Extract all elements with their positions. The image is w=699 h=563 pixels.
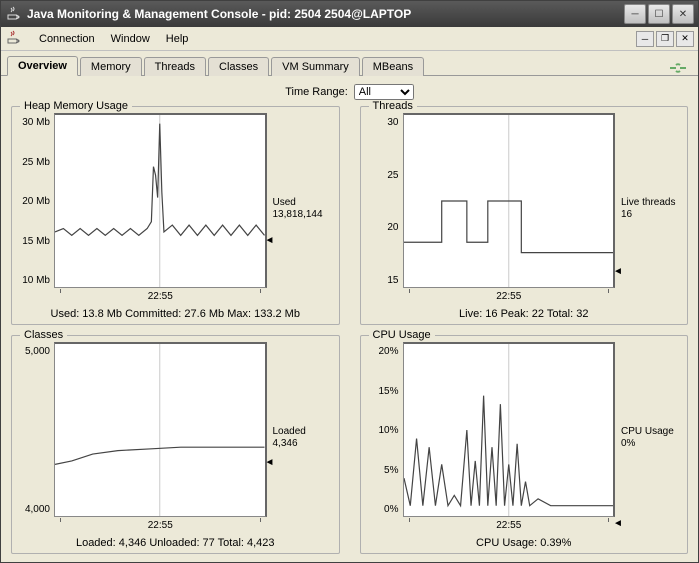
tab-classes[interactable]: Classes bbox=[208, 57, 269, 76]
timerange-label: Time Range: bbox=[285, 86, 348, 98]
chart-cpu-sidelabel: ◄ CPU Usage 0% bbox=[615, 342, 679, 533]
chart-heap-yaxis: 30 Mb 25 Mb 20 Mb 15 Mb 10 Mb bbox=[20, 113, 54, 304]
chart-heap: Heap Memory Usage 30 Mb 25 Mb 20 Mb 15 M… bbox=[11, 106, 340, 325]
chart-classes-title: Classes bbox=[20, 329, 67, 341]
close-button[interactable]: ✕ bbox=[672, 4, 694, 24]
tab-memory[interactable]: Memory bbox=[80, 57, 142, 76]
tab-threads[interactable]: Threads bbox=[144, 57, 206, 76]
chart-threads: Threads 30 25 20 15 bbox=[360, 106, 689, 325]
window-title: Java Monitoring & Management Console - p… bbox=[27, 7, 624, 21]
timerange-select[interactable]: All bbox=[354, 84, 414, 100]
chart-classes-yaxis: 5,000 4,000 bbox=[20, 342, 54, 533]
window-buttons: ─ ☐ ✕ bbox=[624, 4, 694, 24]
content-area: Time Range: All Heap Memory Usage 30 Mb … bbox=[1, 76, 698, 562]
charts-grid: Heap Memory Usage 30 Mb 25 Mb 20 Mb 15 M… bbox=[11, 106, 688, 554]
java-icon bbox=[5, 6, 21, 22]
menu-window[interactable]: Window bbox=[103, 31, 158, 47]
chart-cpu-title: CPU Usage bbox=[369, 329, 435, 341]
chart-threads-sidelabel: ◄ Live threads 16 bbox=[615, 113, 679, 304]
chart-classes-stats: Loaded: 4,346 Unloaded: 77 Total: 4,423 bbox=[20, 533, 331, 549]
chart-heap-stats: Used: 13.8 Mb Committed: 27.6 Mb Max: 13… bbox=[20, 304, 331, 320]
tab-overview[interactable]: Overview bbox=[7, 56, 78, 76]
chart-heap-xaxis: 22:55 bbox=[54, 288, 267, 304]
tabbar: Overview Memory Threads Classes VM Summa… bbox=[1, 51, 698, 76]
chart-cpu-xaxis: 22:55 bbox=[403, 517, 616, 533]
app-icon bbox=[5, 30, 23, 48]
chart-cpu: CPU Usage 20% 15% 10% 5% 0% bbox=[360, 335, 689, 554]
chart-cpu-stats: CPU Usage: 0.39% bbox=[369, 533, 680, 549]
chart-classes-plot bbox=[54, 342, 267, 517]
chart-threads-stats: Live: 16 Peak: 22 Total: 32 bbox=[369, 304, 680, 320]
chart-classes-sidelabel: ◄ Loaded 4,346 bbox=[267, 342, 331, 533]
inner-restore-button[interactable]: ❐ bbox=[656, 31, 674, 47]
chart-heap-title: Heap Memory Usage bbox=[20, 100, 132, 112]
inner-close-button[interactable]: ✕ bbox=[676, 31, 694, 47]
menu-help[interactable]: Help bbox=[158, 31, 197, 47]
chart-threads-plot bbox=[403, 113, 616, 288]
main-window: Java Monitoring & Management Console - p… bbox=[0, 0, 699, 563]
chart-classes: Classes 5,000 4,000 22:55 bbox=[11, 335, 340, 554]
tab-mbeans[interactable]: MBeans bbox=[362, 57, 424, 76]
titlebar: Java Monitoring & Management Console - p… bbox=[1, 1, 698, 27]
chart-classes-xaxis: 22:55 bbox=[54, 517, 267, 533]
connection-status-icon bbox=[668, 61, 688, 75]
chart-heap-plot bbox=[54, 113, 267, 288]
chart-heap-sidelabel: ◄ Used 13,818,144 bbox=[267, 113, 331, 304]
menu-connection[interactable]: Connection bbox=[31, 31, 103, 47]
chart-threads-title: Threads bbox=[369, 100, 417, 112]
timerange-row: Time Range: All bbox=[11, 84, 688, 100]
chart-cpu-plot bbox=[403, 342, 616, 517]
menubar: Connection Window Help ─ ❐ ✕ bbox=[1, 27, 698, 51]
chart-threads-xaxis: 22:55 bbox=[403, 288, 616, 304]
chart-cpu-yaxis: 20% 15% 10% 5% 0% bbox=[369, 342, 403, 533]
chart-threads-yaxis: 30 25 20 15 bbox=[369, 113, 403, 304]
inner-minimize-button[interactable]: ─ bbox=[636, 31, 654, 47]
minimize-button[interactable]: ─ bbox=[624, 4, 646, 24]
tab-vmsummary[interactable]: VM Summary bbox=[271, 57, 360, 76]
maximize-button[interactable]: ☐ bbox=[648, 4, 670, 24]
